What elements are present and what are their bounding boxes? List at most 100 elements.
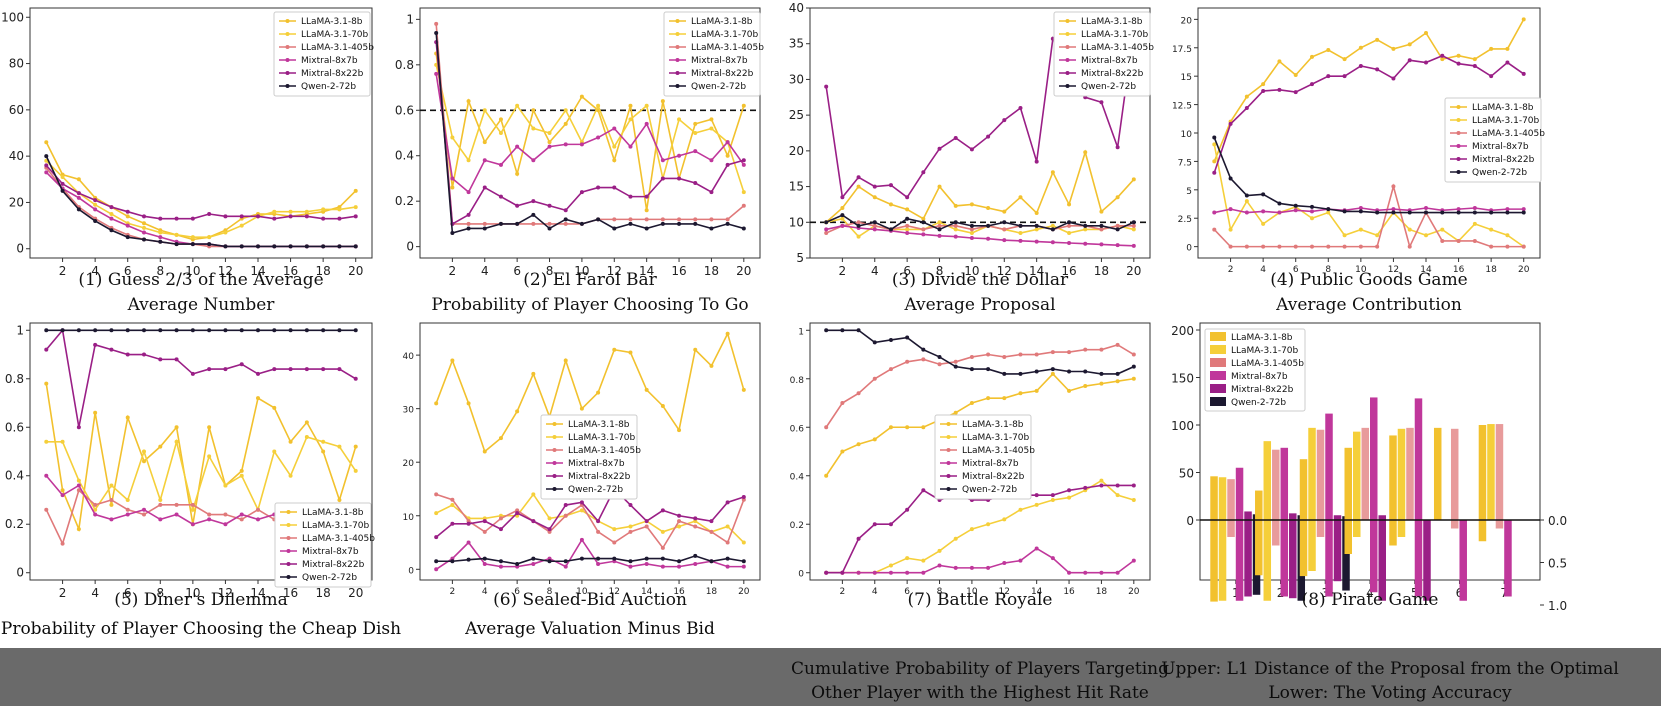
- y-tick-label-right: 0.5: [1548, 557, 1567, 571]
- data-point: [288, 367, 293, 372]
- data-point: [1326, 210, 1331, 215]
- legend: LLaMA-3.1-8b LLaMA-3.1-70b LLaMA-3.1-405b M…: [273, 11, 374, 97]
- data-point: [1521, 207, 1526, 212]
- x-tick-label: 4: [481, 264, 489, 278]
- legend-label: LLaMA-3.1-8b: [1231, 333, 1293, 343]
- x-tick-label: 10: [966, 587, 978, 597]
- data-point: [1440, 227, 1445, 232]
- y-tick-label: 30: [403, 406, 415, 416]
- chart-subtitle: Lower: The Voting Accuracy: [1268, 683, 1512, 703]
- data-point: [466, 212, 471, 217]
- y-tick-label: 0.4: [5, 469, 24, 483]
- data-point: [450, 497, 455, 502]
- data-point: [921, 216, 926, 221]
- data-point: [93, 512, 98, 517]
- data-point: [856, 442, 861, 447]
- legend-box: [1444, 97, 1542, 183]
- y-tick-label: 0.8: [5, 372, 24, 386]
- bar-upper: [1210, 476, 1218, 520]
- data-point: [725, 500, 730, 505]
- data-point: [840, 213, 845, 218]
- chart-subtitle: Cumulative Probability of Players Target…: [791, 659, 1169, 679]
- data-point: [921, 227, 926, 232]
- x-tick-label: 6: [124, 586, 132, 600]
- data-point: [953, 359, 958, 364]
- chart-title: (3) Divide the Dollar: [892, 270, 1069, 290]
- bar-upper: [1235, 467, 1244, 520]
- x-tick-label: 18: [1094, 264, 1109, 278]
- data-point: [515, 103, 520, 108]
- data-point: [1375, 210, 1380, 215]
- data-point: [872, 220, 877, 225]
- legend-box: [1053, 11, 1151, 97]
- data-point: [256, 214, 260, 219]
- data-point: [937, 362, 942, 367]
- data-point: [434, 31, 439, 35]
- data-point: [1018, 238, 1023, 243]
- data-point: [1002, 561, 1007, 566]
- legend-label: Mixtral-8x22b: [568, 472, 631, 482]
- bar-upper: [1299, 459, 1308, 520]
- data-point: [1067, 220, 1072, 225]
- data-point: [1212, 159, 1217, 164]
- data-point: [579, 556, 584, 561]
- data-point: [986, 522, 991, 527]
- data-point: [1472, 238, 1477, 243]
- data-point: [953, 227, 958, 232]
- data-point: [76, 425, 81, 430]
- data-point: [660, 556, 665, 561]
- bar-lower: [1210, 520, 1218, 602]
- data-point: [1391, 184, 1396, 189]
- y-tick-label: 60: [9, 103, 24, 117]
- x-tick-label: 12: [999, 587, 1010, 597]
- data-point: [207, 454, 212, 459]
- data-point: [1018, 507, 1023, 512]
- data-point: [596, 519, 601, 524]
- data-point: [1424, 206, 1428, 210]
- data-point: [109, 328, 114, 333]
- bar-upper: [1495, 424, 1504, 520]
- data-point: [1489, 74, 1494, 79]
- data-point: [1115, 243, 1120, 248]
- data-point: [207, 512, 212, 517]
- data-point: [888, 227, 893, 232]
- data-point: [1083, 485, 1088, 490]
- data-point: [1456, 238, 1461, 243]
- x-tick-label: 12: [607, 264, 622, 278]
- data-point: [644, 194, 649, 199]
- data-point: [969, 227, 974, 232]
- y-tick-label: 50: [1179, 467, 1194, 481]
- data-point: [872, 223, 877, 228]
- data-point: [207, 367, 212, 372]
- series-line: [45, 155, 356, 248]
- data-point: [969, 565, 974, 570]
- data-point: [644, 121, 649, 126]
- legend-label: LLaMA-3.1-8b: [962, 420, 1024, 430]
- data-point: [1261, 221, 1266, 226]
- data-point: [563, 217, 568, 222]
- data-point: [612, 527, 617, 532]
- legend: LLaMA-3.1-8b LLaMA-3.1-70b LLaMA-3.1-405b M…: [274, 502, 375, 588]
- data-point: [693, 181, 698, 185]
- data-point: [628, 559, 633, 564]
- data-point: [1261, 209, 1266, 214]
- data-point: [644, 208, 649, 213]
- data-point: [498, 162, 503, 167]
- bar-lower: [1218, 520, 1227, 601]
- x-tick-label: 16: [673, 587, 685, 597]
- data-point: [644, 524, 649, 529]
- series-line: [45, 383, 357, 533]
- data-point: [1115, 342, 1120, 347]
- y-tick-label: 5: [796, 251, 804, 265]
- legend-label: LLaMA-3.1-405b: [691, 43, 764, 53]
- y-tick-label-right: 0.0: [1548, 514, 1567, 528]
- data-point: [953, 410, 958, 415]
- data-point: [1456, 207, 1461, 212]
- data-point: [709, 217, 714, 222]
- data-point: [1310, 209, 1314, 214]
- x-tick-label: 16: [1063, 587, 1075, 597]
- data-point: [142, 507, 146, 512]
- data-point: [840, 570, 845, 575]
- data-point: [239, 468, 244, 473]
- data-point: [223, 512, 228, 517]
